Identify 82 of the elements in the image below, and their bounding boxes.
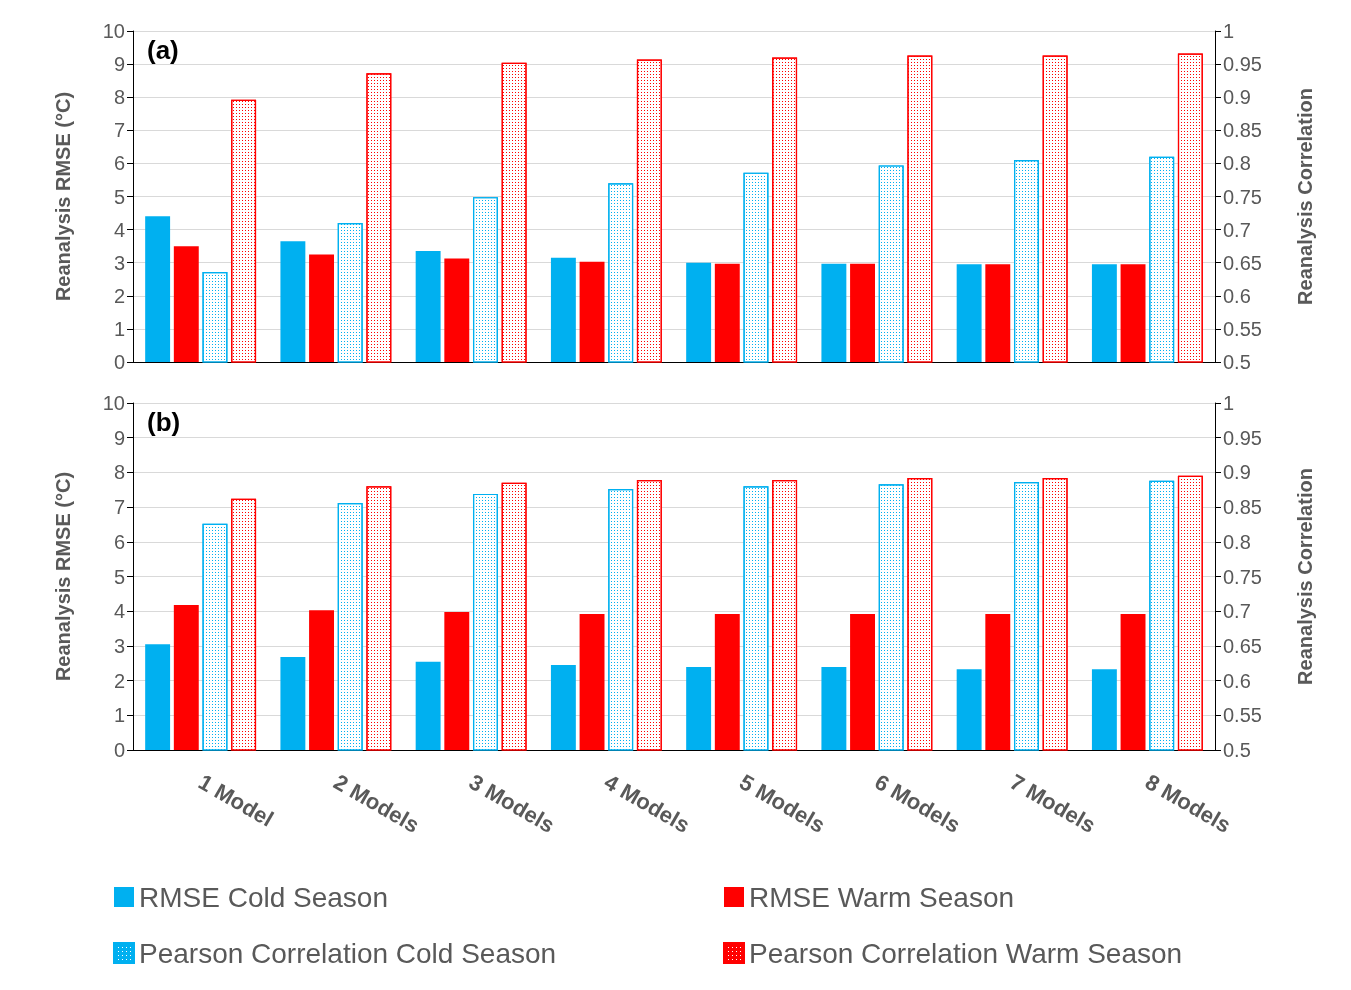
y2-tick-label: 1 [1223,392,1235,414]
bar [145,644,171,750]
y-tick-label: 2 [113,284,125,307]
bar [985,613,1011,750]
y2-tick-label: 0.6 [1223,669,1251,692]
y2-tick-label: 0.6 [1223,284,1251,307]
bar [686,262,712,362]
y-axis-title: Reanalysis RMSE (°C) [52,471,74,682]
y-tick-label: 4 [113,600,125,623]
bar [280,241,306,362]
y-tick-label: 0 [113,351,125,373]
bar [1120,264,1146,362]
bar [1091,264,1117,362]
y-tick-label: 3 [113,251,125,274]
y2-tick-label: 0.7 [1223,218,1251,241]
bar [173,246,199,362]
y-tick-label: 10 [102,20,125,42]
bar [444,258,470,362]
y-tick-label: 0 [113,739,125,761]
y2-tick-label: 0.55 [1223,704,1262,727]
y2-tick-label: 0.95 [1223,426,1262,449]
bar [956,264,982,362]
y-tick-label: 8 [113,461,125,484]
annotation: (a) [147,35,179,65]
bar [1120,613,1146,750]
y-tick-label: 9 [113,426,125,449]
y2-tick-label: 0.5 [1223,739,1251,761]
y2-tick-label: 0.9 [1223,461,1251,484]
bar [686,667,712,750]
y-tick-label: 2 [113,669,125,692]
y2-tick-label: 0.65 [1223,251,1262,274]
annotation: (b) [147,407,181,437]
y2-tick-label: 0.75 [1223,185,1262,208]
y2-tick-label: 0.7 [1223,600,1251,623]
y2-tick-label: 0.8 [1223,152,1251,175]
bar [714,263,740,362]
y-axis-title: Reanalysis RMSE (°C) [52,91,74,302]
y-tick-label: 4 [113,218,125,241]
y-tick-label: 7 [113,496,125,519]
legend-label: RMSE Warm Season [749,881,1015,913]
bar [956,669,982,750]
bar [415,661,441,750]
y2-axis-title: Reanalysis Correlation [1294,468,1316,685]
y-tick-label: 10 [102,392,125,414]
bar [173,604,199,750]
bar [714,613,740,750]
y-tick-label: 6 [113,530,125,553]
legend-label: Pearson Correlation Cold Season [139,937,557,969]
bar [280,657,306,750]
y-tick-label: 5 [113,565,125,588]
y-tick-label: 6 [113,152,125,175]
y-tick-label: 8 [113,86,125,109]
bar [550,664,576,750]
y2-tick-label: 0.55 [1223,317,1262,340]
bar [985,264,1011,362]
legend-label: Pearson Correlation Warm Season [749,937,1183,969]
bar [550,257,576,362]
y-tick-label: 9 [113,53,125,76]
bar [579,613,605,750]
y2-axis-title: Reanalysis Correlation [1294,88,1316,305]
bar [821,667,847,750]
y2-tick-label: 0.95 [1223,53,1262,76]
y2-tick-label: 0.85 [1223,496,1262,519]
y-tick-label: 1 [113,704,125,727]
bar [415,251,441,362]
y-tick-label: 3 [113,634,125,657]
y-tick-label: 1 [113,317,125,340]
y2-tick-label: 0.9 [1223,86,1251,109]
bar [821,263,847,362]
y2-tick-label: 0.8 [1223,530,1251,553]
bar [145,216,171,362]
y2-tick-label: 0.75 [1223,565,1262,588]
y2-tick-label: 0.65 [1223,634,1262,657]
y2-tick-label: 1 [1223,20,1235,42]
y2-tick-label: 0.5 [1223,351,1251,373]
y-tick-label: 7 [113,119,125,142]
y2-tick-label: 0.85 [1223,119,1262,142]
y-tick-label: 5 [113,185,125,208]
bar [444,611,470,750]
legend-label: RMSE Cold Season [139,881,389,913]
bar [1091,669,1117,750]
bar [579,261,605,362]
